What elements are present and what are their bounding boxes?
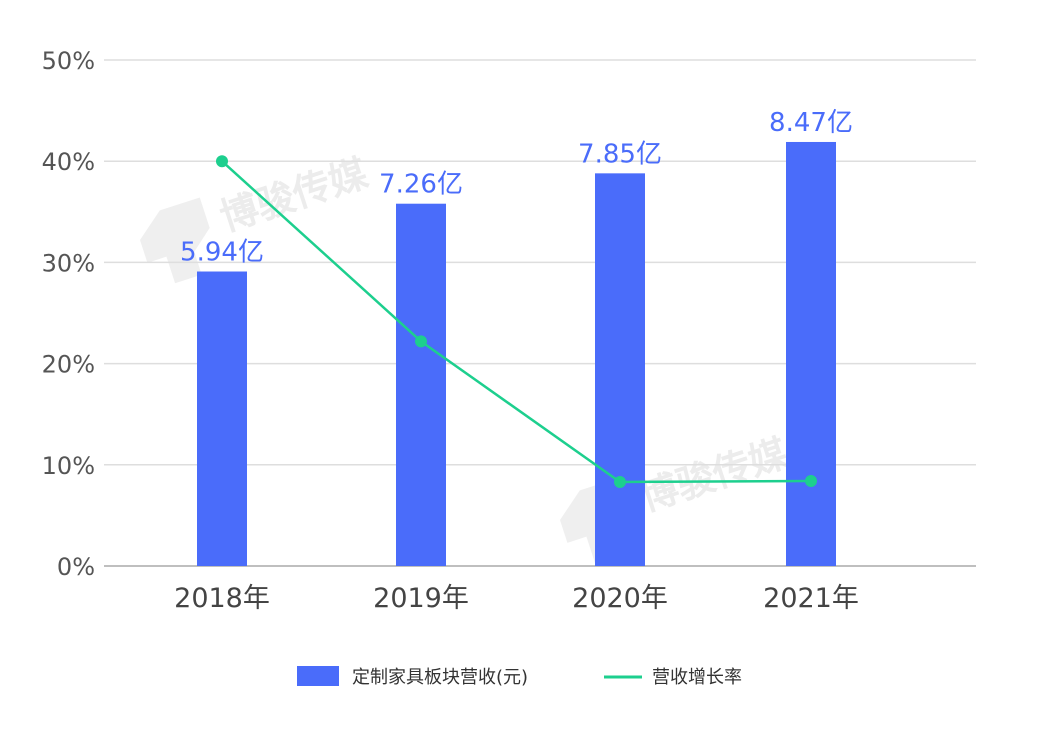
bar xyxy=(595,173,645,566)
y-axis: 0% 10% 20% 30% 40% 50% xyxy=(42,47,95,581)
legend-label-line: 营收增长率 xyxy=(652,667,742,688)
line-point xyxy=(614,476,626,489)
x-tick-label: 2020年 xyxy=(572,583,668,614)
line-point xyxy=(805,474,817,487)
growth-line xyxy=(221,160,812,484)
y-tick-label: 20% xyxy=(42,351,95,379)
y-tick-label: 50% xyxy=(42,47,95,75)
x-axis: 2018年 2019年 2020年 2021年 xyxy=(174,583,859,614)
y-tick-label: 30% xyxy=(42,249,95,277)
x-tick-label: 2021年 xyxy=(763,583,859,614)
y-tick-label: 0% xyxy=(57,553,95,581)
bar-data-label: 5.94亿 xyxy=(180,238,264,268)
legend-label-bar: 定制家具板块营收(元) xyxy=(352,667,528,688)
watermark-2: 博骏传媒 xyxy=(560,431,793,564)
watermark-text-2: 博骏传媒 xyxy=(635,431,793,520)
x-tick-label: 2019年 xyxy=(373,583,469,614)
bar-data-label: 7.85亿 xyxy=(578,139,662,169)
watermark-1: 博骏传媒 xyxy=(140,151,373,284)
x-tick-label: 2018年 xyxy=(174,583,270,614)
bar xyxy=(197,271,247,566)
bar-data-label: 7.26亿 xyxy=(379,170,463,200)
legend: 定制家具板块营收(元) 营收增长率 xyxy=(297,666,742,688)
bar-series: 5.94亿 7.26亿 7.85亿 8.47亿 xyxy=(180,108,853,567)
y-tick-label: 10% xyxy=(42,452,95,480)
line-point xyxy=(216,155,228,168)
line-point xyxy=(415,335,427,348)
y-tick-label: 40% xyxy=(42,148,95,176)
line-series xyxy=(216,155,817,489)
legend-swatch-bar xyxy=(297,666,339,686)
bar xyxy=(396,203,446,567)
bar xyxy=(786,141,836,567)
bar-data-label: 8.47亿 xyxy=(769,108,853,138)
